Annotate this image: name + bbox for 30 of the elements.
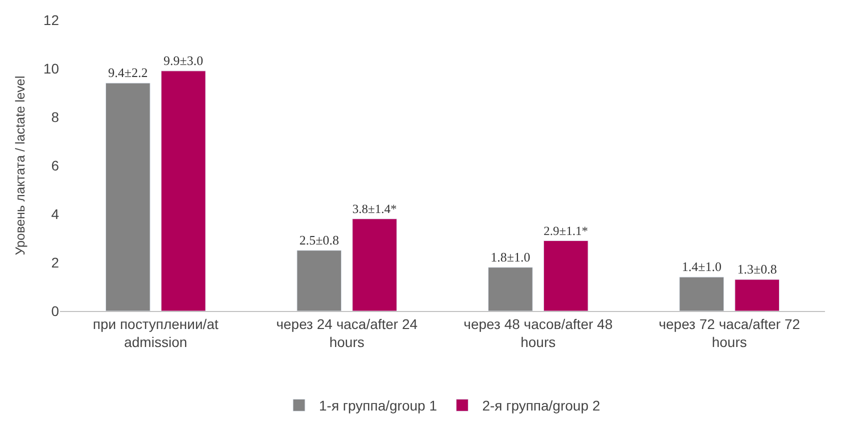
data-label: 1.8±1.0 [490, 249, 530, 264]
y-tick-label: 6 [51, 157, 60, 174]
bar [734, 279, 780, 311]
data-label: 1.4±1.0 [682, 259, 722, 274]
bar [488, 267, 533, 311]
bar [105, 82, 150, 311]
data-label: 9.4±2.2 [108, 65, 148, 80]
data-label: 2.5±0.8 [299, 232, 339, 248]
bar [160, 70, 206, 311]
x-tick-label: через 48 часов/after 48 hours [464, 316, 613, 350]
x-tick-label: через 24 часа/after 24 hours [276, 316, 418, 350]
legend-label: 2-я группа/group 2 [482, 398, 600, 414]
legend-label: 1-я группа/group 1 [319, 398, 438, 414]
x-tick-label: при поступлении/at admission [92, 316, 218, 350]
y-tick-label: 12 [43, 12, 60, 28]
data-label: 1.3±0.8 [737, 261, 777, 276]
bar [296, 250, 342, 311]
bar [543, 240, 588, 311]
y-tick-label: 4 [51, 206, 60, 222]
y-tick-label: 10 [43, 60, 60, 76]
data-label: 2.9±1.1* [544, 224, 588, 238]
y-axis-title: Уровень лактата / lactate level [12, 76, 28, 256]
x-tick-label: через 72 часа/after 72 hours [658, 316, 800, 350]
data-label: 9.9±3.0 [164, 52, 204, 68]
y-tick-label: 2 [51, 254, 60, 270]
y-tick-label: 8 [51, 108, 60, 125]
data-label: 3.8±1.4* [352, 202, 397, 216]
bar [679, 276, 724, 311]
bar [352, 218, 398, 311]
y-tick-label: 0 [51, 302, 60, 319]
